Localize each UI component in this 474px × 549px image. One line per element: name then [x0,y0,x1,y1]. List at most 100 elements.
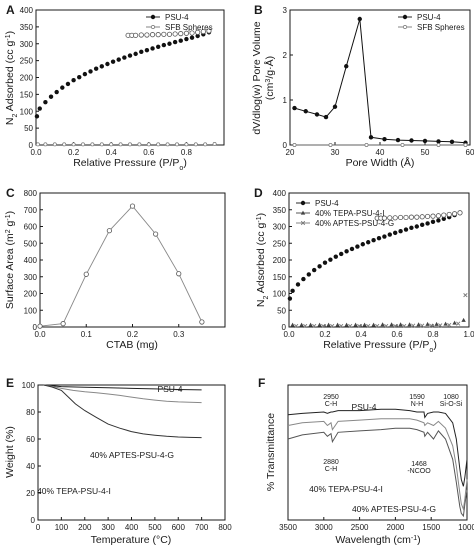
y-axis-title-part: -1 [5,34,12,40]
y-tick-label: 350 [273,206,287,215]
y-axis-title: N2 Adsorbed (cc g-1) [255,213,270,307]
series-line [43,384,202,439]
data-point [195,29,201,35]
legend-entry: SFB Spheres [165,23,213,32]
data-point [133,51,138,57]
x-tick-label: 0.2 [319,330,331,339]
data-point [71,142,76,147]
panel-letter: D [254,186,263,200]
data-point [54,89,59,95]
y-axis-title-part: Adsorbed (cc g [4,40,16,113]
data-point [420,323,425,328]
x-tick-label: 0.2 [127,330,139,339]
data-point [362,322,367,327]
data-point [451,211,458,217]
data-point [199,319,205,325]
data-point [122,55,127,60]
data-point [368,135,374,140]
x-tick-label: 3500 [279,523,297,532]
data-point [398,322,403,327]
x-tick-label: 0.3 [173,330,185,339]
y-axis-title-units-part: (cm [264,82,276,100]
data-point [52,142,57,147]
data-point [35,142,40,147]
series-line [294,18,466,144]
panel-letter: E [6,376,14,390]
data-point [308,322,313,327]
y-axis-title: Weight (%) [4,426,16,478]
data-point [430,213,436,219]
legend-entry: PSU-4 [315,199,339,208]
y-tick-label: 150 [273,273,287,282]
data-point [151,25,155,29]
x-tick-label: 40 [376,148,385,157]
data-point [43,142,48,147]
peak-label: 1080 [443,394,459,401]
data-point [127,53,133,58]
x-tick-label: 800 [218,523,232,532]
data-point [411,323,416,328]
data-point [376,236,382,241]
data-point [348,323,353,329]
data-point [312,267,317,273]
y-tick-label: 0 [33,323,38,332]
data-point [326,322,331,327]
y-tick-label: 0 [282,323,287,332]
panel-letter: F [258,376,265,390]
y-tick-label: 20 [26,489,35,498]
series-line [39,205,203,327]
data-point [116,57,121,62]
y-tick-label: 0 [283,141,288,150]
y-axis-title-part: ) [4,211,16,215]
data-point [403,214,409,221]
data-point [184,36,189,42]
y-tick-label: 100 [273,290,287,299]
x-axis-title-part: o [179,165,183,172]
data-point [178,31,184,37]
y-tick-label: 40 [26,462,35,471]
data-point [110,59,116,64]
data-point [165,142,170,147]
x-tick-label: 3000 [315,523,333,532]
data-point [371,322,376,327]
data-point [395,137,401,143]
x-axis-title-part: ) [417,534,421,546]
y-tick-label: 200 [20,74,34,83]
data-point [333,254,338,259]
series-line [43,384,202,404]
y-tick-label: 400 [20,6,34,15]
data-point [328,257,333,262]
peak-assignment: Si-O-Si [440,401,463,408]
data-point [429,323,434,328]
series-line [287,418,468,512]
x-axis-title-part: o [429,347,433,354]
data-point [290,288,295,294]
data-point [212,142,217,146]
x-tick-label: 2000 [387,523,405,532]
legend-entry: PSU-4 [165,13,189,22]
y-axis-title: N2 Adsorbed (cc g-1) [4,31,19,125]
data-point [321,323,326,329]
data-point [397,214,404,221]
data-point [344,322,349,327]
y-tick-label: 0 [31,516,36,525]
data-point [99,142,104,147]
data-point [206,28,212,34]
y-tick-label: 300 [273,223,287,232]
y-tick-label: 2 [283,51,288,60]
data-point [403,227,409,232]
panel-letter: B [254,3,263,17]
data-point [416,322,421,327]
data-point [37,323,43,329]
series-line [287,427,468,518]
data-point [317,322,322,327]
x-tick-label: 0.8 [427,330,439,339]
panel-letter: A [6,3,15,17]
data-point [161,42,167,48]
data-point [402,14,408,20]
data-point [435,213,441,219]
legend-entry: 40% APTES-PSU-4-G [315,219,394,228]
data-point [360,242,365,247]
peak-assignment: N-H [411,401,423,408]
data-point [381,215,387,221]
